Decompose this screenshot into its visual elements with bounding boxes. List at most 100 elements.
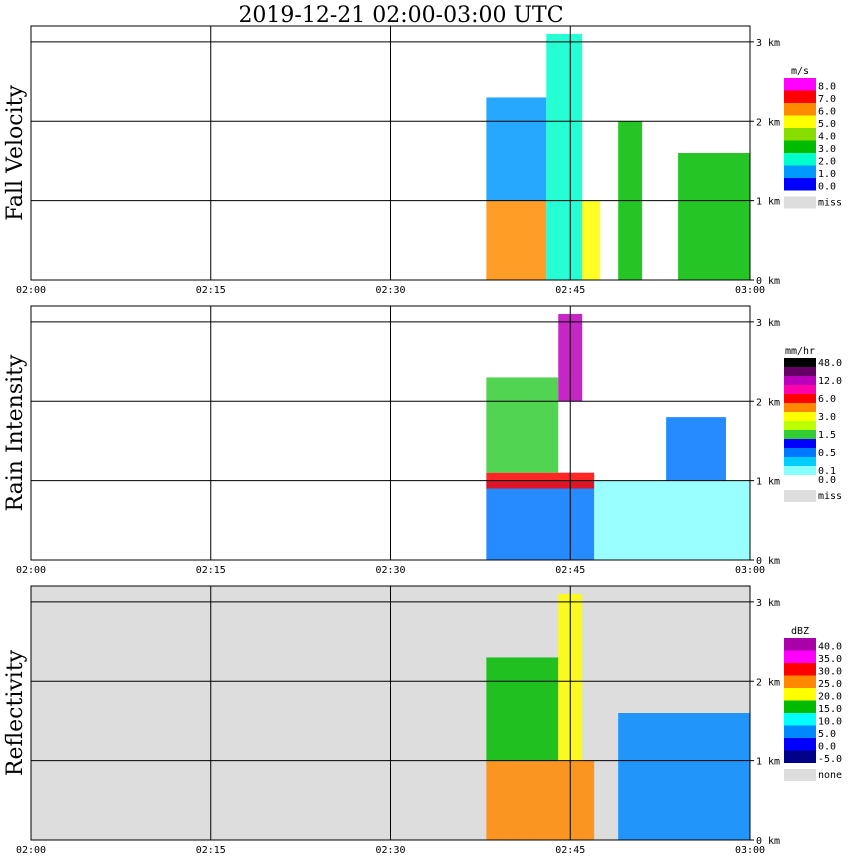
legend-swatch: [784, 725, 816, 738]
legend-swatch: [784, 385, 816, 394]
y-tick-label: 0 km: [756, 556, 780, 567]
x-tick-label: 02:15: [196, 845, 226, 856]
legend-label: 3.0: [818, 412, 836, 423]
y-tick-label: 1 km: [756, 197, 780, 208]
legend-swatch: [784, 457, 816, 466]
y-tick-label: 3 km: [756, 38, 780, 49]
x-tick-label: 02:00: [16, 565, 46, 576]
panel-title: Fall Velocity: [3, 85, 28, 221]
legend-label: 10.0: [818, 717, 842, 728]
legend-label: 1.5: [818, 430, 836, 441]
legend-label: -5.0: [818, 754, 842, 765]
x-tick-label: 02:15: [196, 285, 226, 296]
echo-region: [678, 153, 750, 280]
legend-swatch: [784, 376, 816, 385]
legend-swatch: [784, 713, 816, 726]
legend-unit: m/s: [791, 66, 809, 77]
panel-1: 02:00 02:15 02:30 02:45 03:000 km 1 km 2 km 3 k…: [3, 25, 842, 296]
legend-label-missing: miss: [818, 198, 842, 209]
legend-swatch: [784, 439, 816, 448]
legend-swatch: [784, 466, 816, 475]
legend-swatch: [784, 638, 816, 651]
x-tick-label: 02:00: [16, 845, 46, 856]
legend-swatch-missing: [784, 196, 816, 209]
plot-frame: [30, 25, 751, 281]
legend-swatch: [784, 90, 816, 103]
x-tick-label: 03:00: [735, 285, 765, 296]
legend-label: 35.0: [818, 654, 842, 665]
legend-swatch: [784, 128, 816, 141]
plot-frame: [30, 585, 751, 841]
legend-unit: mm/hr: [785, 346, 815, 357]
legend-swatch: [784, 394, 816, 403]
y-tick-label: 1 km: [756, 477, 780, 488]
legend-unit: dBZ: [791, 626, 809, 637]
legend-swatch: [784, 153, 816, 166]
legend-swatch: [784, 663, 816, 676]
echo-region: [618, 713, 750, 840]
legend-label: 12.0: [818, 376, 842, 387]
panels: 02:00 02:15 02:30 02:45 03:000 km1 km2 km3 k…: [3, 25, 842, 856]
legend-label: 25.0: [818, 679, 842, 690]
legend-swatch: [784, 688, 816, 701]
legend-swatch: [784, 358, 816, 367]
legend-label: 5.0: [818, 729, 836, 740]
legend-label: 4.0: [818, 132, 836, 143]
panel-3: 02:00 02:15 02:30 02:45 03:000 km 1 km 2 km 3 k…: [3, 585, 842, 856]
legend-label: 6.0: [818, 107, 836, 118]
legend-swatch: [784, 700, 816, 713]
y-tick-label: 1 km: [756, 757, 780, 768]
legend-swatch: [784, 403, 816, 412]
x-tick-label: 02:30: [375, 845, 405, 856]
x-tick-label: 03:00: [735, 845, 765, 856]
echo-region: [546, 33, 583, 280]
echo-region: [486, 760, 595, 840]
legend-label: 30.0: [818, 667, 842, 678]
x-tick-label: 02:45: [555, 565, 585, 576]
y-tick-label: 2 km: [756, 677, 780, 688]
y-tick-label: 2 km: [756, 397, 780, 408]
legend-label: 5.0: [818, 119, 836, 130]
y-tick-label: 2 km: [756, 117, 780, 128]
legend-label: 15.0: [818, 704, 842, 715]
legend-swatch: [784, 475, 816, 484]
legend-swatch: [784, 738, 816, 751]
legend-swatch: [784, 675, 816, 688]
y-tick-label: 0 km: [756, 276, 780, 287]
echo-region: [486, 480, 595, 560]
legend-swatch: [784, 421, 816, 430]
legend-swatch: [784, 412, 816, 421]
panel-title: Reflectivity: [3, 649, 28, 776]
legend-swatch: [784, 103, 816, 116]
y-tick-label: 3 km: [756, 598, 780, 609]
legend-label: 1.0: [818, 169, 836, 180]
chart-title: 2019-12-21 02:00-03:00 UTC: [238, 3, 563, 28]
legend-label: 20.0: [818, 692, 842, 703]
legend-swatch: [784, 165, 816, 178]
panel-title: Rain Intensity: [3, 354, 28, 511]
legend-swatch-missing: [784, 490, 816, 502]
echo-region: [486, 377, 559, 473]
x-tick-label: 02:00: [16, 285, 46, 296]
legend-swatch: [784, 78, 816, 91]
echo-region: [666, 417, 727, 481]
echo-region: [486, 200, 547, 280]
legend-label: 0.1: [818, 466, 836, 477]
x-tick-label: 02:45: [555, 285, 585, 296]
legend-label-missing: miss: [818, 491, 842, 502]
legend-label: 0.0: [818, 742, 836, 753]
x-tick-label: 02:45: [555, 845, 585, 856]
legend-label: 3.0: [818, 144, 836, 155]
echo-region: [594, 480, 750, 560]
y-tick-label: 3 km: [756, 318, 780, 329]
panel-2: 02:00 02:15 02:30 02:45 03:000 km 1 km 2 km 3 k…: [3, 305, 842, 576]
legend-label: 48.0: [818, 358, 842, 369]
legend-label: 0.5: [818, 448, 836, 459]
echo-region: [486, 97, 547, 201]
legend-label: 40.0: [818, 642, 842, 653]
legend-swatch: [784, 367, 816, 376]
legend-swatch: [784, 140, 816, 153]
legend-label: 8.0: [818, 82, 836, 93]
legend-label: 0.0: [818, 182, 836, 193]
